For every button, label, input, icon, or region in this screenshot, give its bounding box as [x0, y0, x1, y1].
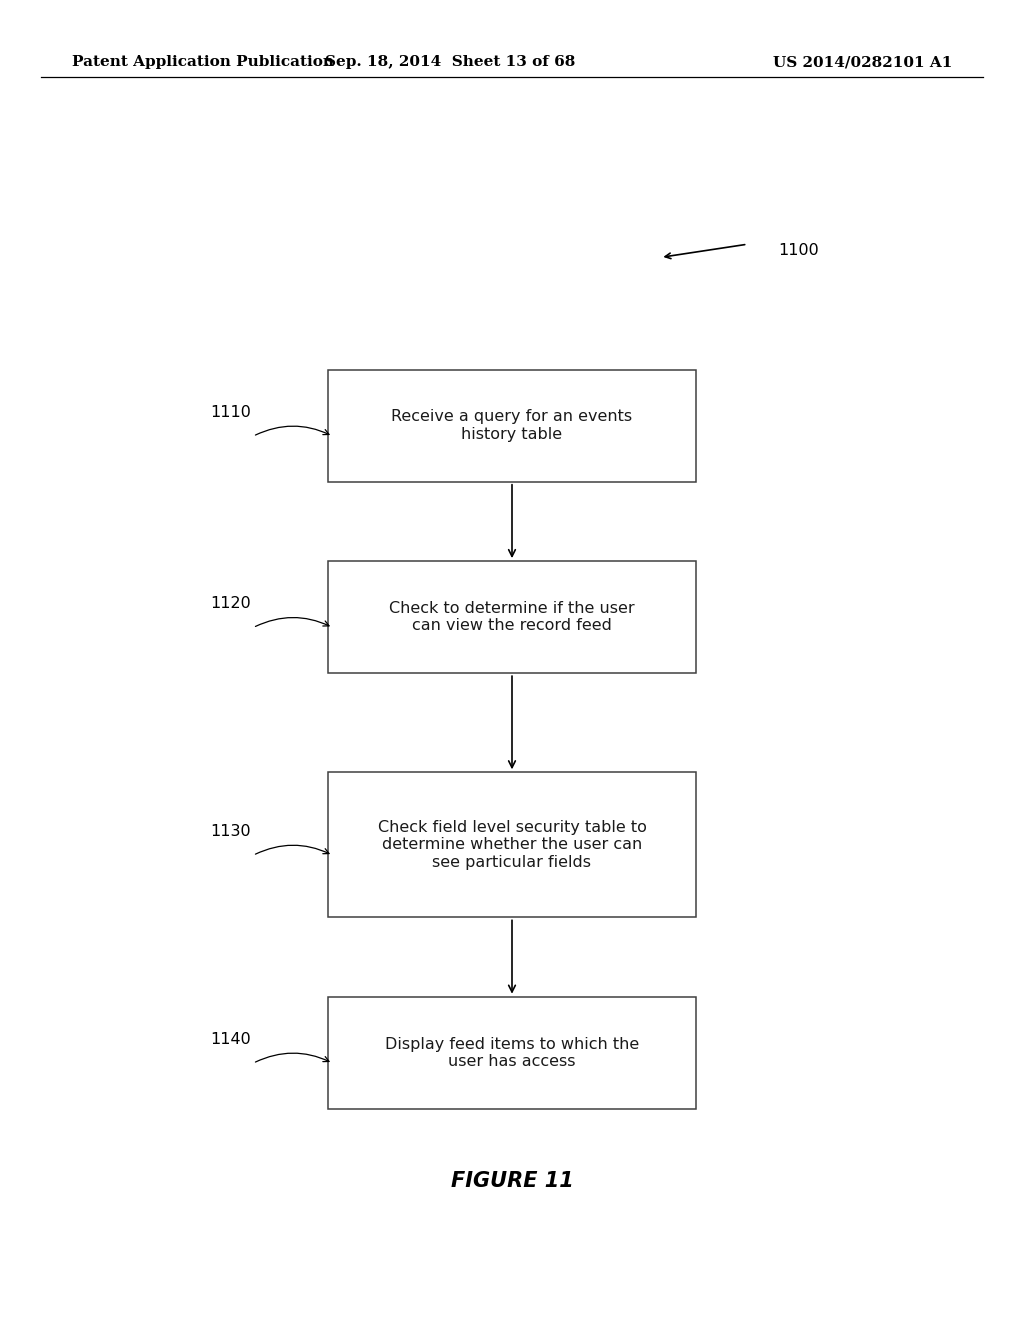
Text: Check field level security table to
determine whether the user can
see particula: Check field level security table to dete…: [378, 820, 646, 870]
FancyBboxPatch shape: [328, 772, 696, 917]
FancyBboxPatch shape: [328, 561, 696, 673]
Text: 1130: 1130: [210, 824, 251, 840]
Text: Receive a query for an events
history table: Receive a query for an events history ta…: [391, 409, 633, 442]
Text: 1100: 1100: [778, 243, 819, 259]
Text: Sep. 18, 2014  Sheet 13 of 68: Sep. 18, 2014 Sheet 13 of 68: [326, 55, 575, 69]
Text: Display feed items to which the
user has access: Display feed items to which the user has…: [385, 1036, 639, 1069]
Text: FIGURE 11: FIGURE 11: [451, 1171, 573, 1192]
FancyBboxPatch shape: [328, 997, 696, 1109]
Text: 1120: 1120: [210, 597, 251, 611]
Text: 1110: 1110: [210, 405, 251, 420]
Text: US 2014/0282101 A1: US 2014/0282101 A1: [773, 55, 952, 69]
Text: Check to determine if the user
can view the record feed: Check to determine if the user can view …: [389, 601, 635, 634]
FancyBboxPatch shape: [328, 370, 696, 482]
Text: 1140: 1140: [210, 1032, 251, 1047]
Text: Patent Application Publication: Patent Application Publication: [72, 55, 334, 69]
